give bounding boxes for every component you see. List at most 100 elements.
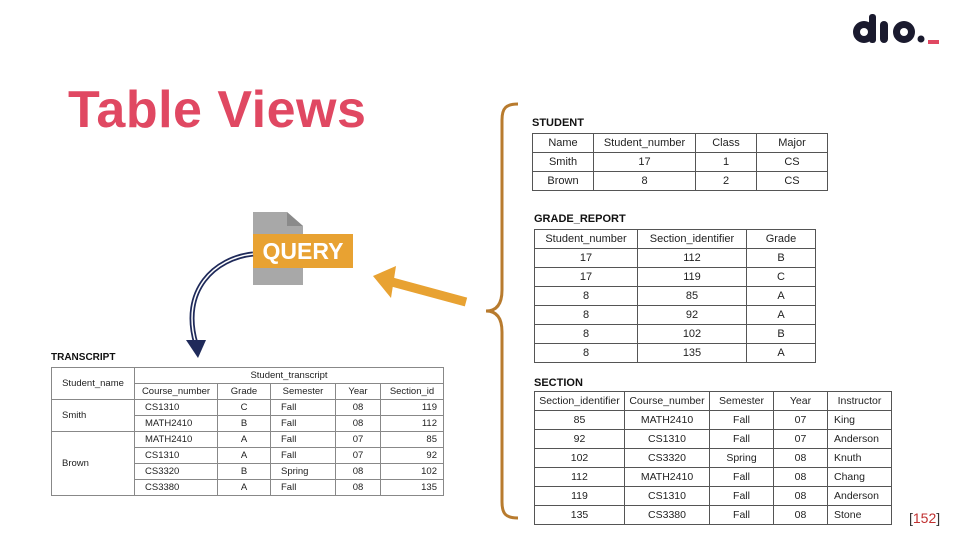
cell: Fall (270, 447, 336, 464)
cell: 2 (695, 171, 757, 191)
cell: Anderson (827, 486, 892, 506)
col-header: Semester (709, 391, 774, 411)
cell: CS1310 (134, 399, 218, 416)
query-icon: QUERY (253, 212, 353, 285)
col-header: Section_identifier (534, 391, 625, 411)
student-name: Brown (51, 431, 135, 496)
cell: MATH2410 (134, 431, 218, 448)
cell: CS1310 (624, 429, 710, 449)
table-row: 92 CS1310 Fall 07 Anderson (534, 429, 892, 449)
cell: Fall (270, 431, 336, 448)
cell: 07 (773, 410, 828, 430)
cell: 17 (593, 152, 696, 172)
cell: 112 (534, 467, 625, 487)
col-header: Instructor (827, 391, 892, 411)
table-row: Smith CS1310 C Fall 08 119 (51, 399, 444, 432)
cell: C (746, 267, 816, 287)
cell: 08 (773, 486, 828, 506)
col-header: Year (335, 383, 381, 400)
cell: 135 (534, 505, 625, 525)
cell: 119 (380, 399, 444, 416)
page-number: [152] (909, 510, 941, 526)
cell: 08 (335, 463, 381, 480)
cell: Chang (827, 467, 892, 487)
cell: 17 (534, 248, 638, 268)
curly-bracket (485, 102, 519, 520)
cell: 8 (534, 286, 638, 306)
cell: A (217, 447, 271, 464)
cell: Fall (709, 486, 774, 506)
cell: 8 (534, 343, 638, 363)
cell: CS3320 (134, 463, 218, 480)
table-row: 17 119 C (534, 267, 816, 287)
student-name: Smith (51, 399, 135, 432)
cell: CS1310 (624, 486, 710, 506)
page-number-value: 152 (912, 510, 937, 526)
section-table: Section_identifier Course_number Semeste… (534, 391, 892, 525)
cell: A (746, 343, 816, 363)
col-header: Grade (217, 383, 271, 400)
cell: 08 (335, 415, 381, 432)
cell: Fall (709, 410, 774, 430)
cell: 102 (637, 324, 747, 344)
col-header: Student_name (51, 367, 135, 400)
cell: Anderson (827, 429, 892, 449)
cell: B (746, 324, 816, 344)
curved-arrow (189, 251, 254, 345)
transcript-table: Student_name Student_transcript Course_n… (51, 367, 444, 496)
cell: Smith (532, 152, 594, 172)
cell: A (217, 479, 271, 496)
col-header: Semester (270, 383, 336, 400)
cell: 85 (380, 431, 444, 448)
cell: MATH2410 (624, 467, 710, 487)
cell: 92 (380, 447, 444, 464)
cell: Knuth (827, 448, 892, 468)
orange-arrow-head (373, 266, 396, 298)
cell: CS1310 (134, 447, 218, 464)
cell: 08 (773, 448, 828, 468)
cell: 07 (335, 447, 381, 464)
cell: Fall (709, 467, 774, 487)
cell: CS3380 (624, 505, 710, 525)
col-header: Student_number (534, 229, 638, 249)
cell: 8 (593, 171, 696, 191)
table-row: 8 135 A (534, 343, 816, 363)
cell: 07 (773, 429, 828, 449)
cell: 119 (637, 267, 747, 287)
col-header: Major (756, 133, 828, 153)
cell: Fall (709, 505, 774, 525)
cell: 08 (335, 399, 381, 416)
cell: 135 (637, 343, 747, 363)
cell: 102 (380, 463, 444, 480)
cell: Spring (270, 463, 336, 480)
cell: Fall (270, 415, 336, 432)
cell: CS3320 (624, 448, 710, 468)
cell: 1 (695, 152, 757, 172)
table-row: Brown 8 2 CS (532, 171, 828, 191)
cell: Fall (270, 399, 336, 416)
grade-report-table: Student_number Section_identifier Grade … (534, 229, 816, 363)
cell: 08 (773, 467, 828, 487)
table-row: 17 112 B (534, 248, 816, 268)
cell: MATH2410 (134, 415, 218, 432)
col-header: Course_number (134, 383, 218, 400)
cell: 8 (534, 324, 638, 344)
cell: 85 (534, 410, 625, 430)
cell: Spring (709, 448, 774, 468)
student-table: Name Student_number Class Major Smith 17… (532, 133, 828, 191)
cell: King (827, 410, 892, 430)
cell: 08 (335, 479, 381, 496)
cell: C (217, 399, 271, 416)
group-header: Student_transcript (134, 367, 444, 384)
cell: Brown (532, 171, 594, 191)
cell: CS3380 (134, 479, 218, 496)
table-row: 85 MATH2410 Fall 07 King (534, 410, 892, 430)
cell: CS (756, 152, 828, 172)
table-row: 102 CS3320 Spring 08 Knuth (534, 448, 892, 468)
cell: Fall (709, 429, 774, 449)
transcript-caption: TRANSCRIPT (51, 352, 116, 363)
grade-report-caption: GRADE_REPORT (534, 213, 626, 225)
col-header: Year (773, 391, 828, 411)
table-row: Brown MATH2410 A Fall 07 85 (51, 431, 444, 496)
